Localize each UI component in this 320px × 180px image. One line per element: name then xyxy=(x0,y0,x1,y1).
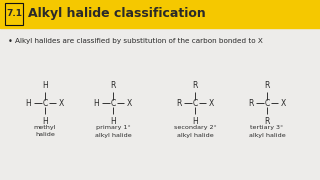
Text: X: X xyxy=(126,98,132,107)
Text: methyl: methyl xyxy=(34,125,56,130)
Text: H: H xyxy=(110,116,116,125)
Text: X: X xyxy=(281,98,286,107)
Text: alkyl halide: alkyl halide xyxy=(95,132,132,138)
Text: secondary 2°: secondary 2° xyxy=(174,125,216,130)
Text: H: H xyxy=(192,116,198,125)
Text: alkyl halide: alkyl halide xyxy=(249,132,285,138)
Text: tertiary 3°: tertiary 3° xyxy=(250,125,284,130)
Text: R: R xyxy=(110,80,116,89)
Text: X: X xyxy=(209,98,214,107)
Text: C: C xyxy=(264,98,270,107)
Text: Alkyl halides are classified by substitution of the carbon bonded to X: Alkyl halides are classified by substitu… xyxy=(15,38,263,44)
Text: R: R xyxy=(176,98,181,107)
Text: primary 1°: primary 1° xyxy=(96,125,130,130)
Bar xyxy=(0,0,320,28)
Text: H: H xyxy=(26,98,31,107)
Text: R: R xyxy=(192,80,198,89)
Text: H: H xyxy=(42,116,48,125)
Text: X: X xyxy=(59,98,64,107)
Text: H: H xyxy=(94,98,100,107)
Text: R: R xyxy=(248,98,253,107)
FancyBboxPatch shape xyxy=(5,3,23,25)
Text: 7.1: 7.1 xyxy=(6,10,22,19)
Text: C: C xyxy=(110,98,116,107)
Text: •: • xyxy=(8,37,13,46)
Text: C: C xyxy=(42,98,48,107)
Text: R: R xyxy=(264,80,270,89)
Text: Alkyl halide classification: Alkyl halide classification xyxy=(28,8,206,21)
Text: halide: halide xyxy=(35,132,55,138)
Text: C: C xyxy=(192,98,198,107)
Text: R: R xyxy=(264,116,270,125)
Text: alkyl halide: alkyl halide xyxy=(177,132,213,138)
Text: H: H xyxy=(42,80,48,89)
